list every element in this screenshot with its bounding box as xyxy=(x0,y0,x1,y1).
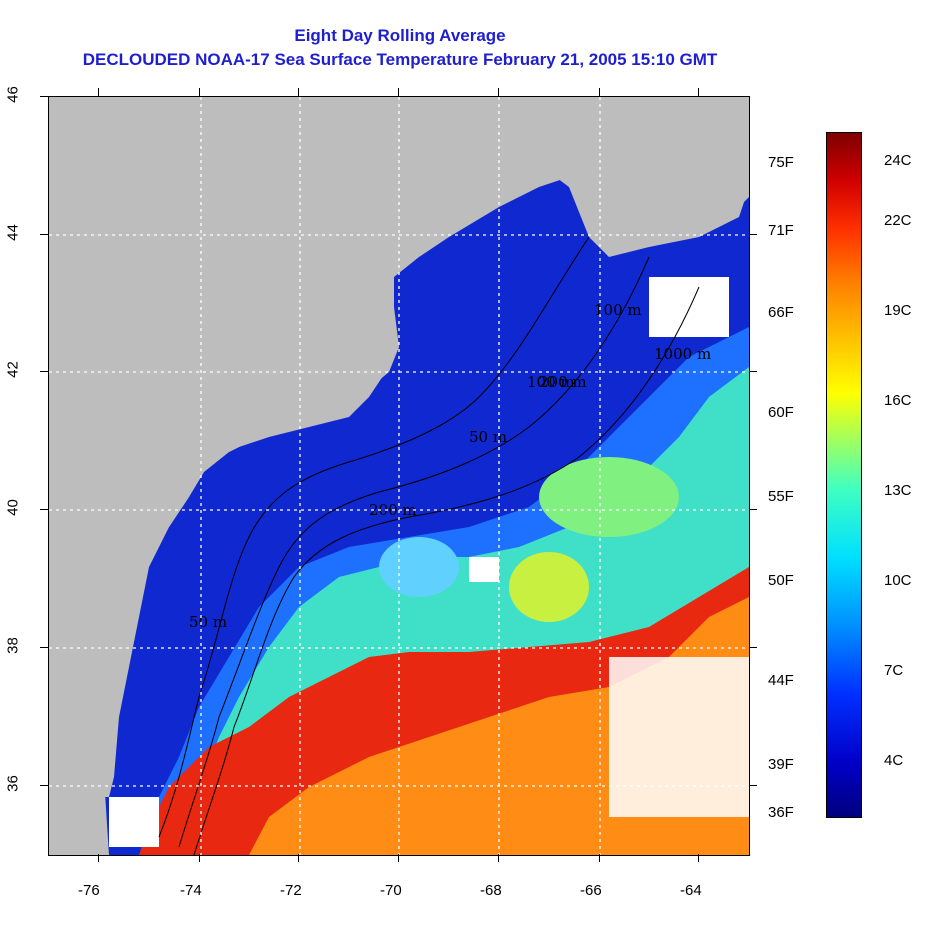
celsius-label: 10C xyxy=(884,572,912,589)
sst-map: 50 m 100 m 200 m 200 m 1000 m 100 m 50 m xyxy=(48,96,750,856)
celsius-label: 22C xyxy=(884,212,912,229)
celsius-label: 16C xyxy=(884,392,912,409)
y-tick-label: 44 xyxy=(4,224,22,241)
x-tick-label: -70 xyxy=(380,882,402,899)
isobath xyxy=(193,286,700,855)
chart-subtitle: DECLOUDED NOAA-17 Sea Surface Temperatur… xyxy=(82,50,718,69)
cold-eddy xyxy=(379,537,459,597)
fahrenheit-label: 39F xyxy=(768,756,794,773)
contour-label: 50 m xyxy=(189,613,227,631)
x-tick-label: -74 xyxy=(180,882,202,899)
x-tick-label: -76 xyxy=(78,882,100,899)
fahrenheit-label: 75F xyxy=(768,154,794,171)
contour-label: 1000 m xyxy=(654,345,711,363)
fahrenheit-label: 55F xyxy=(768,488,794,505)
celsius-label: 4C xyxy=(884,752,904,769)
fahrenheit-label: 44F xyxy=(768,672,794,689)
y-tick-label: 38 xyxy=(4,637,22,654)
chart-title: Eight Day Rolling Average xyxy=(294,26,506,45)
coastline-land xyxy=(49,97,579,797)
cloud-patch xyxy=(609,657,749,817)
fahrenheit-label: 71F xyxy=(768,222,794,239)
x-tick-label: -64 xyxy=(680,882,702,899)
fahrenheit-label: 50F xyxy=(768,572,794,589)
green-patch xyxy=(539,457,679,537)
x-tick-label: -72 xyxy=(280,882,302,899)
y-tick-label: 40 xyxy=(4,499,22,516)
contour-label: 200 m xyxy=(539,373,587,391)
y-tick-label: 36 xyxy=(4,775,22,792)
y-tick-label: 46 xyxy=(4,86,22,103)
lat-lon-grid xyxy=(49,97,749,855)
contour-label: 100 m xyxy=(594,301,642,319)
celsius-label: 13C xyxy=(884,482,912,499)
celsius-label: 19C xyxy=(884,302,912,319)
fahrenheit-label: 66F xyxy=(768,304,794,321)
cloud-patch xyxy=(469,557,499,582)
isobath xyxy=(178,256,650,848)
cloud-patch xyxy=(109,797,159,847)
y-tick-label: 42 xyxy=(4,361,22,378)
x-tick-label: -68 xyxy=(480,882,502,899)
fahrenheit-label: 36F xyxy=(768,804,794,821)
celsius-label: 7C xyxy=(884,662,904,679)
isobath xyxy=(158,236,590,838)
cloud-patch xyxy=(649,277,729,337)
contour-label: 50 m xyxy=(469,428,507,446)
warm-eddy xyxy=(509,552,589,622)
x-tick-label: -66 xyxy=(580,882,602,899)
temperature-colorbar xyxy=(826,132,862,818)
fahrenheit-label: 60F xyxy=(768,404,794,421)
nova-scotia-land xyxy=(609,137,749,247)
contour-label: 100 m xyxy=(527,373,575,391)
celsius-label: 24C xyxy=(884,152,912,169)
